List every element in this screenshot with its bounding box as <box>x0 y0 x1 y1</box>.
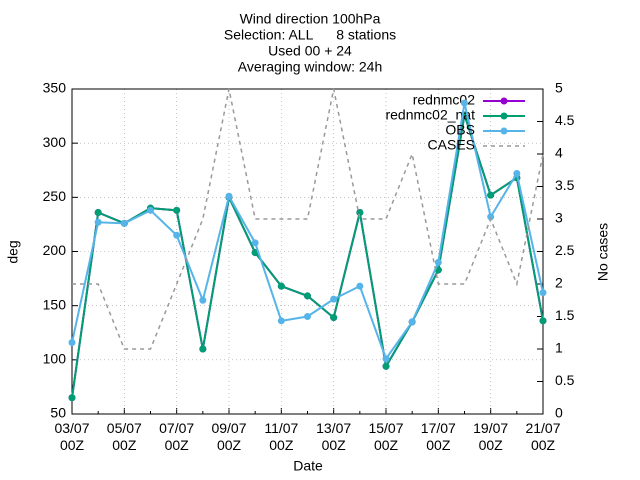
y-axis-label: deg <box>5 240 21 263</box>
series-point <box>304 292 311 300</box>
x-tick-label: 13/07 00Z <box>316 420 352 453</box>
series-point <box>120 219 128 227</box>
series-point <box>147 206 154 214</box>
x-tick-label: 21/07 00Z <box>525 420 561 453</box>
y-tick-label: 200 <box>43 242 67 258</box>
y-tick-label: 300 <box>43 134 67 150</box>
legend-label: CASES <box>428 137 475 153</box>
plot-frame <box>71 88 544 415</box>
series-point <box>356 282 364 290</box>
x-tick-label: 15/07 00Z <box>368 420 404 453</box>
series-line <box>71 114 544 398</box>
series-point <box>225 192 233 200</box>
series-point <box>94 209 102 216</box>
series-point <box>434 258 442 266</box>
y2-tick-label: 2 <box>555 275 563 291</box>
y2-tick-label: 0.5 <box>555 372 575 388</box>
y-tick-label: 250 <box>43 188 67 204</box>
y2-tick-label: 4 <box>555 145 563 161</box>
series-line <box>72 88 544 350</box>
series-point <box>487 191 495 199</box>
series-point <box>173 206 181 214</box>
series-point <box>251 239 259 247</box>
chart-title: Used 00 + 24 <box>268 43 352 59</box>
y2-tick-label: 0 <box>555 405 563 421</box>
series-point <box>539 317 547 325</box>
x-tick-label: 09/07 00Z <box>211 420 247 453</box>
y2-tick-label: 3 <box>555 210 563 226</box>
y-tick-label: 100 <box>43 351 67 367</box>
x-tick-label: 05/07 00Z <box>106 420 142 453</box>
series-point <box>199 296 207 304</box>
series-point <box>68 394 76 402</box>
series-point <box>199 345 207 353</box>
series-point <box>408 318 416 326</box>
series-point <box>382 355 390 363</box>
chart-title: Selection: ALL 8 stations <box>224 27 396 43</box>
legend-label: OBS <box>445 122 475 138</box>
series-point <box>277 282 285 290</box>
chart-title: Wind direction 100hPa <box>240 11 381 27</box>
y2-tick-label: 3.5 <box>555 177 575 193</box>
legend-marker <box>500 127 508 135</box>
legend-label: rednmc02 <box>413 92 475 108</box>
y-tick-label: 350 <box>43 80 67 96</box>
chart-title: Averaging window: 24h <box>238 59 383 75</box>
y-tick-label: 50 <box>50 405 66 421</box>
series-line <box>71 114 544 398</box>
series-point <box>277 317 285 325</box>
legend-marker <box>500 97 508 105</box>
x-tick-label: 07/07 00Z <box>159 420 195 453</box>
y2-tick-label: 5 <box>555 80 563 96</box>
series-point <box>382 362 390 370</box>
series-point <box>68 339 76 346</box>
series-point <box>330 314 338 322</box>
y2-tick-label: 1.5 <box>555 307 575 323</box>
y2-axis-label: No cases <box>595 223 611 281</box>
y2-tick-label: 4.5 <box>555 112 575 128</box>
series-point <box>539 289 547 297</box>
series-point <box>487 213 495 221</box>
x-tick-label: 17/07 00Z <box>420 420 456 453</box>
series-point <box>304 313 311 320</box>
legend-label: rednmc02_nat <box>385 107 475 123</box>
x-tick-label: 03/07 00Z <box>54 420 90 453</box>
series-point <box>173 231 181 239</box>
y-tick-label: 150 <box>43 296 67 312</box>
y2-tick-label: 1 <box>555 340 563 356</box>
y2-tick-label: 2.5 <box>555 242 575 258</box>
series-point <box>330 295 338 303</box>
series-point <box>356 209 364 216</box>
x-axis-label: Date <box>293 458 323 474</box>
x-tick-label: 11/07 00Z <box>264 420 299 453</box>
legend-marker <box>500 112 508 120</box>
series-point <box>513 170 521 177</box>
series-point <box>461 99 468 107</box>
series-point <box>94 218 102 226</box>
x-tick-label: 19/07 00Z <box>473 420 509 453</box>
